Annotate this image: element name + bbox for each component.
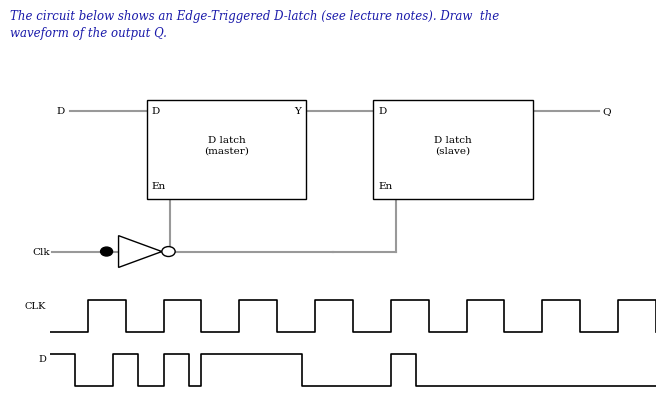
Text: The circuit below shows an Edge-Triggered D-latch (see lecture notes). Draw  the: The circuit below shows an Edge-Triggere… — [10, 10, 500, 23]
Text: En: En — [378, 182, 392, 190]
Text: CLK: CLK — [25, 301, 46, 310]
Text: En: En — [152, 182, 166, 190]
Text: D: D — [378, 107, 386, 116]
Text: D: D — [57, 107, 65, 116]
Text: waveform of the output Q.: waveform of the output Q. — [10, 27, 167, 40]
Text: D: D — [152, 107, 160, 116]
Circle shape — [162, 247, 175, 257]
Text: Clk: Clk — [33, 247, 50, 256]
Bar — [373, 101, 533, 200]
Circle shape — [101, 247, 113, 256]
Bar — [147, 101, 306, 200]
Text: D latch
(master): D latch (master) — [204, 136, 249, 155]
Polygon shape — [119, 236, 162, 268]
Text: D: D — [38, 354, 46, 363]
Text: D latch
(slave): D latch (slave) — [434, 136, 472, 155]
Text: Q: Q — [603, 107, 611, 116]
Text: Y: Y — [294, 107, 301, 116]
